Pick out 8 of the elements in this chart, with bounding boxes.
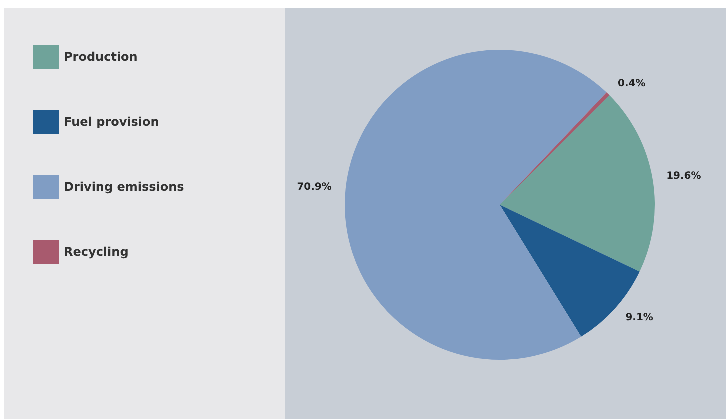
data-label: 19.6%	[666, 170, 702, 182]
legend-label: Driving emissions	[64, 180, 184, 194]
legend-label: Recycling	[64, 245, 129, 259]
data-label: 70.9%	[297, 182, 332, 194]
data-label: 9.1%	[626, 312, 654, 324]
legend-label: Production	[64, 50, 138, 64]
legend-label: Fuel provision	[64, 115, 160, 129]
data-label: 0.4%	[618, 78, 646, 90]
